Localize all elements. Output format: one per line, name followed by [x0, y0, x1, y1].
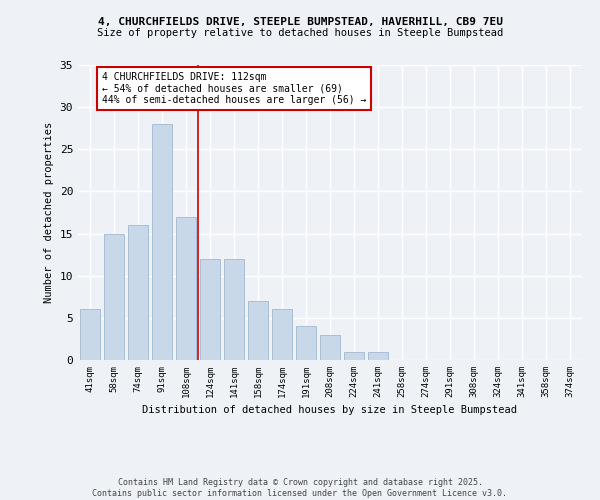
Bar	[272, 310, 292, 360]
X-axis label: Distribution of detached houses by size in Steeple Bumpstead: Distribution of detached houses by size …	[143, 406, 517, 415]
Bar	[80, 310, 100, 360]
Bar	[344, 352, 364, 360]
Bar	[224, 259, 244, 360]
Bar	[176, 216, 196, 360]
Bar	[368, 352, 388, 360]
Bar	[248, 301, 268, 360]
Text: 4, CHURCHFIELDS DRIVE, STEEPLE BUMPSTEAD, HAVERHILL, CB9 7EU: 4, CHURCHFIELDS DRIVE, STEEPLE BUMPSTEAD…	[97, 18, 503, 28]
Text: Size of property relative to detached houses in Steeple Bumpstead: Size of property relative to detached ho…	[97, 28, 503, 38]
Text: 4 CHURCHFIELDS DRIVE: 112sqm
← 54% of detached houses are smaller (69)
44% of se: 4 CHURCHFIELDS DRIVE: 112sqm ← 54% of de…	[102, 72, 367, 105]
Bar	[104, 234, 124, 360]
Bar	[128, 225, 148, 360]
Text: Contains HM Land Registry data © Crown copyright and database right 2025.
Contai: Contains HM Land Registry data © Crown c…	[92, 478, 508, 498]
Bar	[320, 334, 340, 360]
Bar	[296, 326, 316, 360]
Bar	[152, 124, 172, 360]
Bar	[200, 259, 220, 360]
Y-axis label: Number of detached properties: Number of detached properties	[44, 122, 54, 303]
